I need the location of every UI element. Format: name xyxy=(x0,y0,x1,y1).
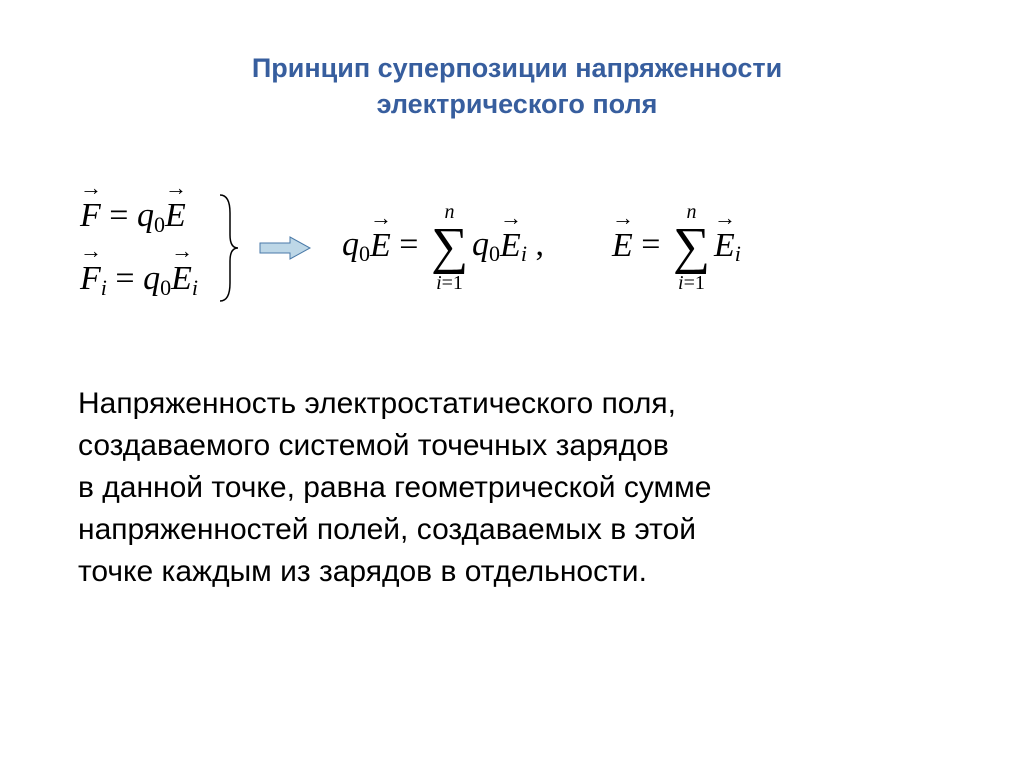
eq-sign: = xyxy=(633,227,669,264)
body-paragraph: Напряженность электростатического поля, … xyxy=(78,383,944,593)
vector-F-i: F xyxy=(80,256,101,302)
title-line-2: электрического поля xyxy=(377,89,658,119)
q-symbol: q xyxy=(143,260,160,297)
slide-title: Принцип суперпозиции напряженности элект… xyxy=(157,50,877,123)
sum-lower: i=1 xyxy=(678,273,705,293)
arrow-icon xyxy=(258,234,312,262)
body-line-4: напряженностей полей, создаваемых в этой xyxy=(78,513,696,546)
body-line-2: создаваемого системой точечных зарядов xyxy=(78,429,669,462)
sigma-icon: ∑ xyxy=(431,224,468,271)
formula-2: Fi = q0Ei xyxy=(80,256,198,303)
formula-4: E = n∑i=1Ei xyxy=(612,202,741,293)
body-line-3: в данной точке, равна геометрической сум… xyxy=(78,471,711,504)
sub-i: i xyxy=(192,275,198,300)
vector-E-i: E xyxy=(500,223,521,269)
formula-3: q0E = n∑i=1q0Ei , xyxy=(342,202,544,293)
formula-row: F = q0E Fi = q0Ei q0E = n∑i=1q0Ei , E = … xyxy=(80,193,964,303)
sub-0: 0 xyxy=(489,242,500,267)
sub-0: 0 xyxy=(154,212,165,237)
q-symbol: q xyxy=(472,227,489,264)
body-line-1: Напряженность электростатического поля, xyxy=(78,387,676,420)
sub-i: i xyxy=(735,242,741,267)
q-symbol: q xyxy=(342,227,359,264)
formula-1: F = q0E xyxy=(80,193,198,240)
q-symbol: q xyxy=(137,197,154,234)
vector-E-i: E xyxy=(171,256,192,302)
formula-left-group: F = q0E Fi = q0Ei xyxy=(80,193,198,302)
eq-sign: = xyxy=(391,227,427,264)
title-line-1: Принцип суперпозиции напряженности xyxy=(252,53,782,83)
vector-E: E xyxy=(370,223,391,269)
sigma-icon: ∑ xyxy=(673,224,710,271)
vector-E: E xyxy=(165,193,186,239)
comma: , xyxy=(527,227,544,264)
slide-container: Принцип суперпозиции напряженности элект… xyxy=(0,0,1024,767)
eq-sign: = xyxy=(101,197,137,234)
vector-F: F xyxy=(80,193,101,239)
sub-0: 0 xyxy=(359,242,370,267)
sum-lower: i=1 xyxy=(436,273,463,293)
body-line-5: точке каждым из зарядов в отдельности. xyxy=(78,555,647,588)
vector-E: E xyxy=(612,223,633,269)
curly-brace-icon xyxy=(216,193,240,303)
vector-E-i: E xyxy=(714,223,735,269)
sub-0: 0 xyxy=(160,275,171,300)
sum-symbol: n∑i=1 xyxy=(431,202,468,293)
eq-sign: = xyxy=(107,260,143,297)
sum-symbol: n∑i=1 xyxy=(673,202,710,293)
